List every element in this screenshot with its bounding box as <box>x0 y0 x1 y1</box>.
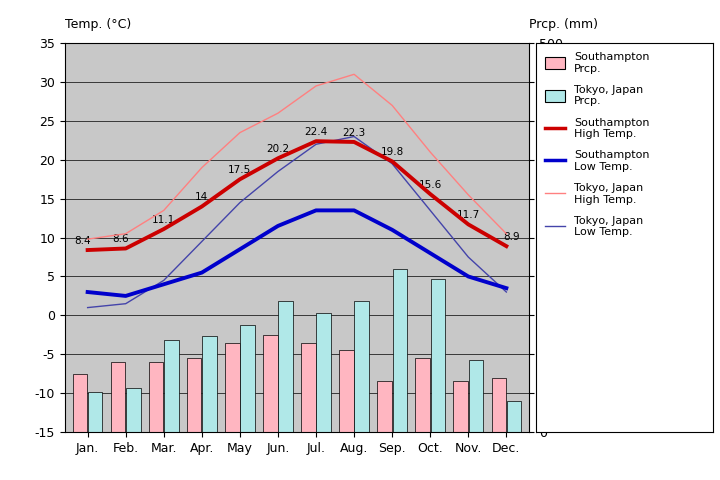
Text: 14: 14 <box>195 192 209 203</box>
Bar <box>301 343 315 432</box>
Bar <box>507 401 521 432</box>
Text: 20.2: 20.2 <box>266 144 289 154</box>
Bar <box>111 362 125 432</box>
Text: 15.6: 15.6 <box>418 180 442 190</box>
Bar <box>492 378 506 432</box>
Bar <box>149 362 163 432</box>
Bar <box>73 374 87 432</box>
Bar <box>454 382 468 432</box>
Text: 22.4: 22.4 <box>305 127 328 137</box>
Bar <box>415 358 430 432</box>
Text: 17.5: 17.5 <box>228 165 251 175</box>
Text: Prcp. (mm): Prcp. (mm) <box>529 18 598 31</box>
Text: 8.9: 8.9 <box>503 232 521 242</box>
Bar <box>431 279 445 432</box>
Bar <box>126 388 140 432</box>
Bar <box>339 350 354 432</box>
Bar <box>279 301 293 432</box>
Bar <box>240 324 255 432</box>
Bar <box>316 313 331 432</box>
Text: 11.1: 11.1 <box>152 215 176 225</box>
Text: Temp. (°C): Temp. (°C) <box>65 18 131 31</box>
Bar <box>354 301 369 432</box>
Bar <box>377 382 392 432</box>
Bar <box>187 358 202 432</box>
Bar <box>88 392 102 432</box>
Text: 8.6: 8.6 <box>112 234 128 244</box>
Legend: Southampton
Prcp., Tokyo, Japan
Prcp., Southampton
High Temp., Southampton
Low T: Southampton Prcp., Tokyo, Japan Prcp., S… <box>542 49 653 240</box>
Text: 19.8: 19.8 <box>381 147 404 157</box>
Bar <box>164 340 179 432</box>
Text: 22.3: 22.3 <box>343 128 366 138</box>
Bar <box>202 336 217 432</box>
Bar <box>392 269 407 432</box>
Text: 8.4: 8.4 <box>73 236 91 246</box>
Bar <box>263 335 278 432</box>
Text: 11.7: 11.7 <box>456 210 480 220</box>
Bar <box>469 360 483 432</box>
Bar <box>225 343 240 432</box>
